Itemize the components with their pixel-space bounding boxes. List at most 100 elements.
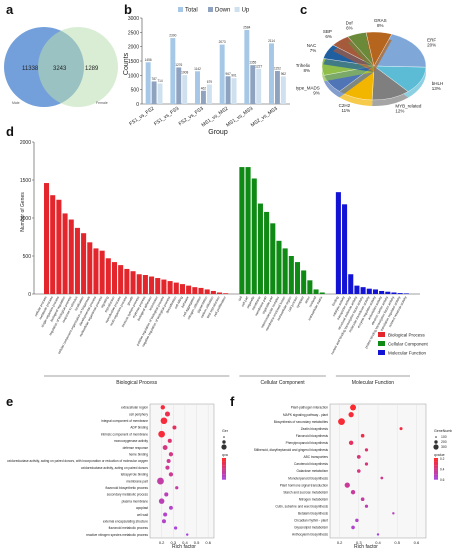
ke-bubble bbox=[364, 462, 369, 466]
pie-slice-label: GRAS bbox=[374, 18, 387, 23]
deg-bar-value-label: 2300 bbox=[169, 34, 176, 38]
deg-category-label: FS1_vs_FS3 bbox=[153, 106, 180, 128]
deg-y-tick-label: 0 bbox=[136, 102, 139, 108]
pie-slice bbox=[365, 31, 393, 67]
deg-bar-value-label: 1355 bbox=[249, 61, 256, 65]
deg-y-tick-label: 2500 bbox=[128, 30, 139, 36]
ke-bubble bbox=[356, 455, 361, 459]
panel-label-e: e bbox=[6, 394, 14, 409]
ge-color-legend-step bbox=[222, 458, 226, 460]
ke-bubble bbox=[344, 482, 350, 488]
go-term-label: reproduction bbox=[104, 295, 116, 313]
pie-slice-label: ERF bbox=[427, 37, 436, 42]
go-bar bbox=[111, 262, 118, 294]
deg-bar-value-label: 2114 bbox=[268, 39, 275, 43]
deg-bar bbox=[244, 29, 250, 105]
deg-bar bbox=[206, 84, 212, 104]
deg-bar bbox=[195, 71, 200, 104]
go-bar bbox=[74, 227, 80, 294]
ge-bubble bbox=[160, 417, 168, 425]
ge-term-label: oxidoreductase activity, acting on paire… bbox=[81, 466, 149, 470]
venn-count-intersection: 3243 bbox=[53, 66, 67, 72]
ge-term-label: plasma membrane bbox=[122, 499, 149, 503]
ge-color-legend-step bbox=[222, 461, 226, 464]
ge-term-label: oxidoreductase activity, acting on paire… bbox=[7, 459, 148, 463]
ge-term-label: extracellular region bbox=[121, 406, 148, 410]
go-term-label: behavior bbox=[180, 295, 190, 309]
ge-x-tick-label: 0.5 bbox=[194, 540, 200, 545]
ke-size-legend-dot bbox=[433, 444, 439, 450]
go-term-label: virion bbox=[304, 295, 311, 304]
ge-term-label: integral component of membrane bbox=[101, 419, 148, 423]
go-bar bbox=[68, 219, 74, 294]
ge-term-label: flavonoid metabolic process bbox=[109, 526, 149, 530]
ke-color-legend-step bbox=[434, 472, 438, 475]
ke-term-label: Nitrogen metabolism bbox=[299, 497, 329, 501]
go-group-label: Cellular Component bbox=[261, 380, 306, 386]
go-bar bbox=[397, 293, 403, 294]
ge-term-label: monooxygenase activity bbox=[114, 439, 148, 443]
ke-term-label: Monoterpenoid biosynthesis bbox=[288, 476, 328, 480]
ge-bubble bbox=[161, 519, 166, 524]
venn-label-male: Male bbox=[12, 101, 20, 105]
pie-slice-label: NAC bbox=[307, 43, 317, 48]
go-group-labels: Biological Process Cellular Component Mole… bbox=[44, 375, 410, 386]
deg-bar bbox=[219, 44, 225, 104]
deg-axes: 0 500 1000 1500 2000 2500 3000 bbox=[128, 16, 290, 108]
ge-x-tick-label: 0.4 bbox=[182, 540, 188, 545]
ge-term-label: secondary metabolic process bbox=[107, 493, 149, 497]
deg-y-tick-label: 500 bbox=[131, 88, 140, 94]
go-y-axis-label: Number of Genes bbox=[20, 192, 26, 232]
ge-x-axis-label: Rich factor bbox=[172, 544, 196, 550]
deg-bar-value-label: 787 bbox=[151, 77, 157, 81]
go-bar bbox=[204, 289, 210, 294]
go-bar bbox=[245, 167, 251, 294]
ke-term-label: Phenylpropanoid biosynthesis bbox=[286, 441, 329, 445]
ke-color-legend-step bbox=[434, 467, 438, 469]
ge-color-legend-step bbox=[222, 463, 226, 466]
deg-bar bbox=[176, 67, 182, 104]
deg-category-label: MS2_vs_MS3 bbox=[250, 106, 279, 129]
deg-legend-label: Down bbox=[215, 8, 230, 14]
ke-color-legend-step bbox=[434, 470, 438, 473]
panel-label-d: d bbox=[6, 124, 14, 139]
deg-bar bbox=[170, 38, 176, 104]
ge-color-legend-step bbox=[222, 474, 226, 477]
deg-legend-label: Up bbox=[242, 8, 250, 14]
ge-x-tick-label: 0.6 bbox=[205, 540, 211, 545]
ke-term-label: ABC transporters bbox=[304, 455, 329, 459]
ke-bubble bbox=[351, 525, 355, 530]
ke-term-label: Starch and sucrose metabolism bbox=[283, 490, 328, 494]
venn-circle-female bbox=[38, 27, 118, 107]
go-bar bbox=[155, 278, 161, 294]
go-bar bbox=[173, 282, 179, 294]
go-bar bbox=[348, 274, 354, 294]
go-bar bbox=[360, 287, 366, 294]
venn-count-female: 1289 bbox=[85, 66, 99, 72]
pie-slice-pct: 7% bbox=[310, 48, 317, 53]
venn-label-female: Female bbox=[96, 101, 108, 105]
ke-x-axis-label: Rich factor bbox=[354, 544, 378, 550]
ge-term-label: defense response bbox=[123, 446, 149, 450]
deg-bar-value-label: 901 bbox=[231, 74, 237, 78]
ke-bubble bbox=[338, 418, 345, 426]
ke-color-legend-step bbox=[434, 465, 438, 468]
deg-bar bbox=[200, 90, 206, 104]
ke-color-legend-step bbox=[434, 461, 438, 464]
deg-bar bbox=[145, 62, 151, 104]
ke-bubble bbox=[360, 433, 365, 438]
deg-bar bbox=[182, 75, 188, 104]
deg-bar-value-label: 1227 bbox=[255, 64, 262, 68]
go-bar bbox=[44, 183, 50, 294]
deg-legend-swatch bbox=[178, 7, 183, 12]
deg-bar-value-label: 1142 bbox=[194, 67, 201, 71]
ke-size-legend-label: 200 bbox=[441, 440, 447, 444]
ke-bubble bbox=[350, 404, 357, 411]
panel-label-c: c bbox=[300, 2, 308, 17]
ke-bubble bbox=[364, 504, 369, 508]
